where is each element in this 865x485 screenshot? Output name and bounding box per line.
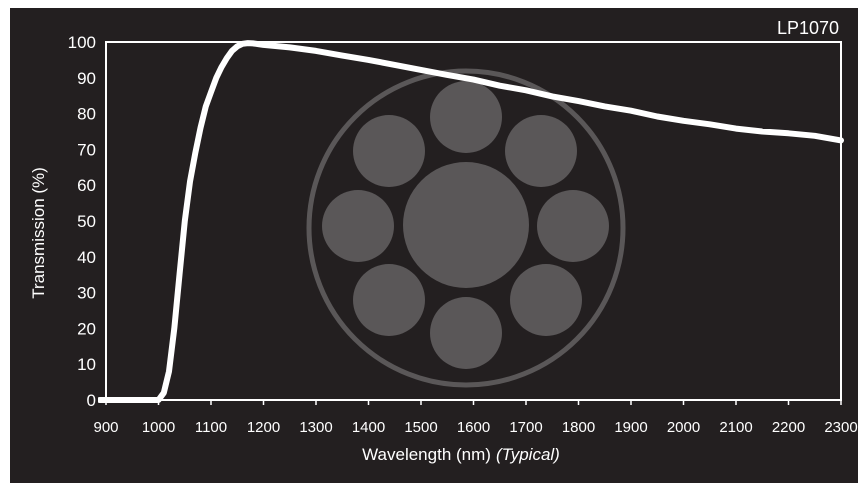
series-layer bbox=[98, 40, 844, 403]
x-tick-label: 1200 bbox=[247, 419, 280, 436]
chart-title: LP1070 bbox=[777, 18, 839, 38]
y-tick-label: 70 bbox=[77, 140, 96, 159]
x-tick-label: 1800 bbox=[562, 419, 595, 436]
x-axis-label-main: Wavelength (nm) bbox=[362, 445, 491, 464]
x-tick-label: 900 bbox=[93, 419, 118, 436]
x-tick-label: 1100 bbox=[195, 419, 227, 436]
y-tick-label: 0 bbox=[87, 391, 96, 410]
watermark-logo bbox=[306, 68, 626, 388]
watermark-ring bbox=[306, 68, 626, 388]
x-tick-label: 1700 bbox=[509, 419, 542, 436]
transmission-chart: LP1070 Transmission (%) Wavelength (nm) (… bbox=[29, 18, 858, 464]
watermark-disc bbox=[510, 264, 582, 336]
y-tick-label: 10 bbox=[77, 355, 96, 374]
watermark-disc bbox=[353, 115, 425, 187]
x-tick-label: 2200 bbox=[772, 419, 805, 436]
x-tick-label: 1600 bbox=[457, 419, 490, 436]
x-ticks: 900 1000 1100 1200 1300 1400 1500 1600 1700 1800 1… bbox=[93, 400, 858, 436]
y-tick-label: 40 bbox=[77, 248, 96, 267]
x-tick-label: 1000 bbox=[142, 419, 175, 436]
chart-panel: LP1070 Transmission (%) Wavelength (nm) (… bbox=[10, 8, 858, 483]
y-tick-label: 60 bbox=[77, 176, 96, 195]
x-tick-label: 2300 bbox=[824, 419, 857, 436]
watermark-disc bbox=[505, 115, 577, 187]
watermark-center-disc bbox=[403, 162, 529, 288]
x-tick-label: 1400 bbox=[352, 419, 385, 436]
y-tick-label: 80 bbox=[77, 105, 96, 124]
y-tick-label: 90 bbox=[77, 69, 96, 88]
watermark-disc bbox=[430, 81, 502, 153]
x-tick-label: 1900 bbox=[614, 419, 647, 436]
y-tick-label: 20 bbox=[77, 319, 96, 338]
watermark-disc bbox=[353, 264, 425, 336]
x-tick-label: 1500 bbox=[404, 419, 437, 436]
y-axis-label: Transmission (%) bbox=[29, 167, 48, 299]
y-ticks: 0 10 20 30 40 50 60 70 80 90 100 bbox=[68, 33, 96, 410]
y-tick-label: 100 bbox=[68, 33, 96, 52]
x-tick-label: 1300 bbox=[299, 419, 332, 436]
watermark-disc bbox=[537, 190, 609, 262]
y-tick-label: 30 bbox=[77, 284, 96, 303]
transmission-curve bbox=[98, 40, 844, 403]
watermark-disc bbox=[430, 297, 502, 369]
x-tick-label: 2000 bbox=[667, 419, 700, 436]
x-axis-label-note: (Typical) bbox=[496, 445, 560, 464]
x-tick-label: 2100 bbox=[719, 419, 752, 436]
y-tick-label: 50 bbox=[77, 212, 96, 231]
watermark-disc bbox=[322, 190, 394, 262]
x-axis-label: Wavelength (nm) (Typical) bbox=[362, 445, 560, 464]
